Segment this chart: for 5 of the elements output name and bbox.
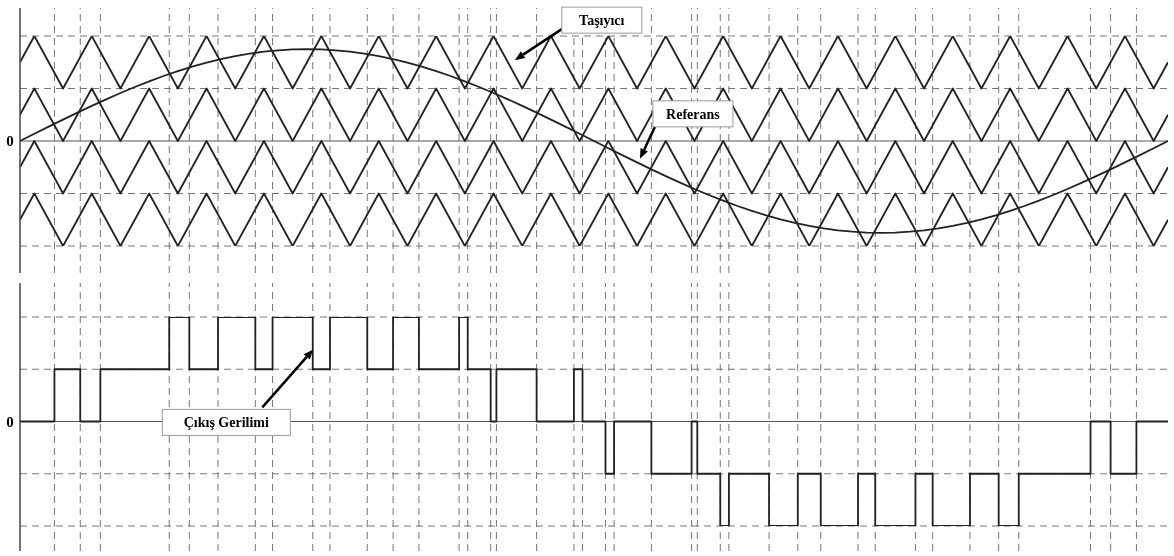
annotation: Referans: [666, 106, 721, 122]
text: 0: [6, 133, 14, 149]
annotation: Taşıyıcı: [579, 13, 625, 29]
text: 0: [6, 413, 14, 430]
annotation: Çıkış Gerilimi: [183, 415, 269, 431]
